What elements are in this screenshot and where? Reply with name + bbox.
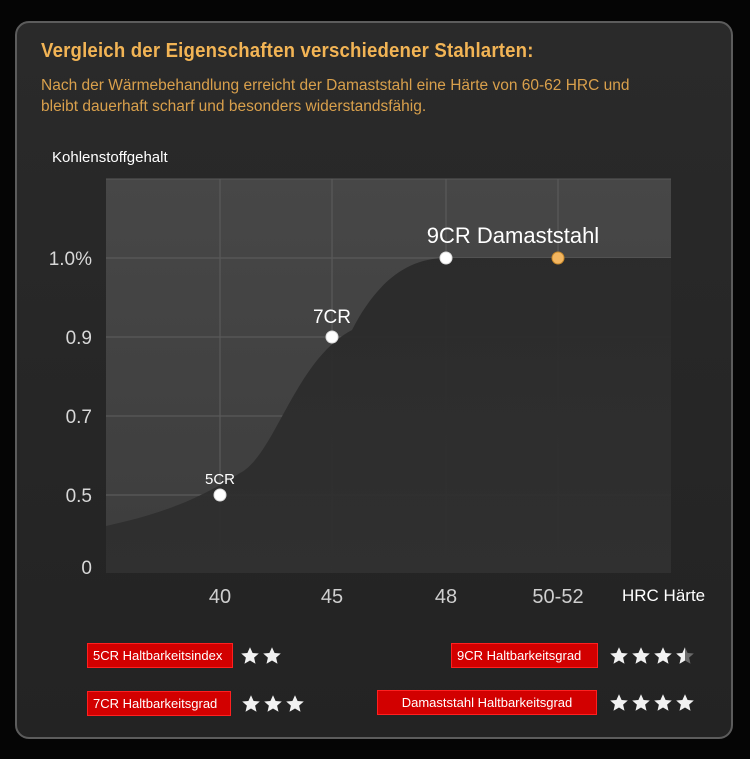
rating-badge: Damaststahl Haltbarkeitsgrad xyxy=(377,690,597,715)
y-tick-label: 0.9 xyxy=(66,328,92,349)
star-rating xyxy=(240,644,282,668)
data-label: 9CR Damaststahl xyxy=(427,223,599,248)
star-full-icon xyxy=(240,646,260,666)
star-full-icon xyxy=(285,694,305,714)
data-point xyxy=(213,488,227,502)
star-full-icon xyxy=(631,646,651,666)
x-tick-label: 50-52 xyxy=(532,586,583,608)
star-rating xyxy=(609,644,695,668)
y-tick-label: 0 xyxy=(81,558,92,579)
star-full-icon xyxy=(653,693,673,713)
data-label: 5CR xyxy=(205,471,235,488)
star-full-icon xyxy=(609,693,629,713)
x-tick-label: 45 xyxy=(321,586,343,608)
y-tick-label: 1.0% xyxy=(49,249,92,270)
rating-badge: 9CR Haltbarkeitsgrad xyxy=(451,643,598,668)
data-point xyxy=(439,251,453,265)
x-axis-title: HRC Härte xyxy=(622,586,706,605)
data-label: 7CR xyxy=(313,307,351,328)
data-point xyxy=(325,330,339,344)
star-full-icon xyxy=(241,694,261,714)
page-description: Nach der Wärmebehandlung erreicht der Da… xyxy=(41,77,630,115)
carbon-area xyxy=(106,258,671,573)
star-full-icon xyxy=(631,693,651,713)
star-full-icon xyxy=(675,693,695,713)
star-full-icon xyxy=(262,646,282,666)
rating-badge: 7CR Haltbarkeitsgrad xyxy=(87,691,231,716)
star-rating xyxy=(241,692,305,716)
x-tick-label: 48 xyxy=(435,586,457,608)
star-full-icon xyxy=(263,694,283,714)
star-full-icon xyxy=(609,646,629,666)
star-full-icon xyxy=(653,646,673,666)
page-title: Vergleich der Eigenschaften verschiedene… xyxy=(41,40,534,62)
y-axis-title: Kohlenstoffgehalt xyxy=(52,149,168,166)
y-tick-label: 0.5 xyxy=(66,486,92,507)
x-tick-label: 40 xyxy=(209,586,231,608)
star-rating xyxy=(609,691,695,715)
rating-badge: 5CR Haltbarkeitsindex xyxy=(87,643,233,668)
data-point xyxy=(551,251,565,265)
star-half-icon xyxy=(675,646,695,666)
y-tick-label: 0.7 xyxy=(66,407,92,428)
